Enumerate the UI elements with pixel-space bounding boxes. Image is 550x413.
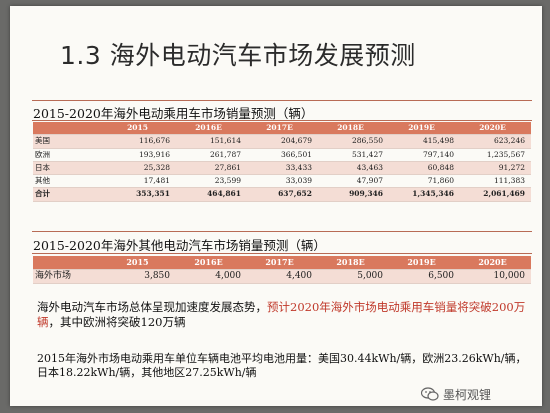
table2-header-cell: 2015: [105, 256, 176, 270]
table1-cell: 111,383: [460, 174, 531, 189]
table1-row-label: 日本: [33, 161, 105, 176]
watermark: 墨柯观锂: [421, 384, 491, 404]
table1-header-cell: 2017E: [247, 122, 318, 136]
table1-header-cell: 2018E: [318, 122, 389, 136]
table1-row: 美国 116,676 151,614 204,679 286,550 415,4…: [33, 134, 531, 149]
table1-top-rule: [32, 100, 532, 101]
table1-cell: 415,498: [389, 134, 460, 149]
table1-total-cell: 353,351: [105, 187, 176, 202]
table1-cell: 43,463: [318, 161, 389, 176]
table1-header-cell: 2015: [105, 122, 176, 136]
table2-header-cell: 2020E: [460, 256, 531, 270]
slide-title: 1.3 海外电动汽车市场发展预测: [60, 41, 416, 70]
table1-cell: 366,501: [247, 148, 318, 162]
table1-header-cell: 2016E: [176, 122, 247, 136]
summary-suffix: ，其中欧洲将突破120万辆: [48, 315, 186, 329]
table1-header-cell: 2019E: [389, 122, 460, 136]
table1-cell: 23,599: [176, 174, 247, 189]
table1-total-cell: 464,861: [176, 187, 247, 202]
summary-highlight: 预计2020年海外市场电动乘用车销量将突破200万辆: [37, 300, 526, 329]
table1-total-cell: 909,346: [318, 187, 389, 202]
table2-header-row: 2015 2016E 2017E 2018E 2019E 2020E: [33, 256, 531, 270]
table2: 2015 2016E 2017E 2018E 2019E 2020E 海外市场 …: [33, 256, 531, 284]
table1-row-label: 欧洲: [33, 148, 105, 162]
battery-usage-note: 2015年海外市场电动乘用车单位车辆电池平均电池用量：美国30.44kWh/辆，…: [37, 352, 527, 379]
table1-cell: 193,916: [105, 148, 176, 162]
table1-total-row: 合计 353,351 464,861 637,652 909,346 1,345…: [33, 187, 531, 202]
table2-row-label: 海外市场: [33, 269, 105, 284]
summary-text: 海外电动汽车市场总体呈现加速度发展态势，: [37, 300, 267, 314]
table1-title: 2015-2020年海外电动乘用车市场销量预测（辆）: [33, 106, 314, 121]
table1: 2015 2016E 2017E 2018E 2019E 2020E 美国 11…: [33, 122, 531, 202]
table2-header-cell: 2016E: [176, 256, 247, 270]
table1-cell: 47,907: [318, 174, 389, 189]
table1-cell: 91,272: [460, 161, 531, 176]
table2-cell: 3,850: [105, 269, 176, 284]
table1-cell: 33,039: [247, 174, 318, 189]
table1-row-label: 美国: [33, 134, 105, 149]
table1-row: 欧洲 193,916 261,787 366,501 531,427 797,1…: [33, 148, 531, 162]
table2-title-rule: [32, 253, 532, 254]
table1-row-label: 其他: [33, 174, 105, 189]
table1-header-cell: [33, 122, 105, 136]
table2-cell: 4,000: [176, 269, 247, 284]
table2-cell: 5,000: [318, 269, 389, 284]
table1-cell: 33,433: [247, 161, 318, 176]
table1-cell: 25,328: [105, 161, 176, 176]
table1-cell: 623,246: [460, 134, 531, 149]
table1-row: 其他 17,481 23,599 33,039 47,907 71,860 11…: [33, 174, 531, 189]
table1-header-row: 2015 2016E 2017E 2018E 2019E 2020E: [33, 122, 531, 136]
table2-cell: 4,400: [247, 269, 318, 284]
table1-title-rule: [32, 120, 532, 121]
table1-total-label: 合计: [33, 187, 105, 202]
summary-paragraph: 海外电动汽车市场总体呈现加速度发展态势，预计2020年海外市场电动乘用车销量将突…: [37, 300, 537, 330]
table2-top-rule: [32, 231, 532, 232]
table2-header-cell: 2017E: [247, 256, 318, 270]
table1-cell: 797,140: [389, 148, 460, 162]
table1-cell: 27,861: [176, 161, 247, 176]
table1-header-cell: 2020E: [460, 122, 531, 136]
table1-total-cell: 637,652: [247, 187, 318, 202]
table1-cell: 17,481: [105, 174, 176, 189]
table2-cell: 10,000: [460, 269, 531, 284]
table1-cell: 151,614: [176, 134, 247, 149]
table1-cell: 531,427: [318, 148, 389, 162]
table2-header-cell: [33, 256, 105, 270]
table1-row: 日本 25,328 27,861 33,433 43,463 60,848 91…: [33, 161, 531, 176]
table2-header-cell: 2019E: [389, 256, 460, 270]
table1-cell: 204,679: [247, 134, 318, 149]
table1-cell: 71,860: [389, 174, 460, 189]
slide: 1.3 海外电动汽车市场发展预测 2015-2020年海外电动乘用车市场销量预测…: [10, 6, 542, 406]
table1-total-cell: 2,061,469: [460, 187, 531, 202]
table1-cell: 261,787: [176, 148, 247, 162]
table1-cell: 1,235,567: [460, 148, 531, 162]
table2-cell: 6,500: [389, 269, 460, 284]
table2-title: 2015-2020年海外其他电动汽车市场销量预测（辆）: [33, 238, 326, 253]
table1-cell: 60,848: [389, 161, 460, 176]
table1-total-cell: 1,345,346: [389, 187, 460, 202]
table1-cell: 116,676: [105, 134, 176, 149]
table2-row: 海外市场 3,850 4,000 4,400 5,000 6,500 10,00…: [33, 269, 531, 284]
wechat-icon: [421, 387, 439, 401]
table1-cell: 286,550: [318, 134, 389, 149]
watermark-text: 墨柯观锂: [443, 387, 492, 402]
table2-header-cell: 2018E: [318, 256, 389, 270]
